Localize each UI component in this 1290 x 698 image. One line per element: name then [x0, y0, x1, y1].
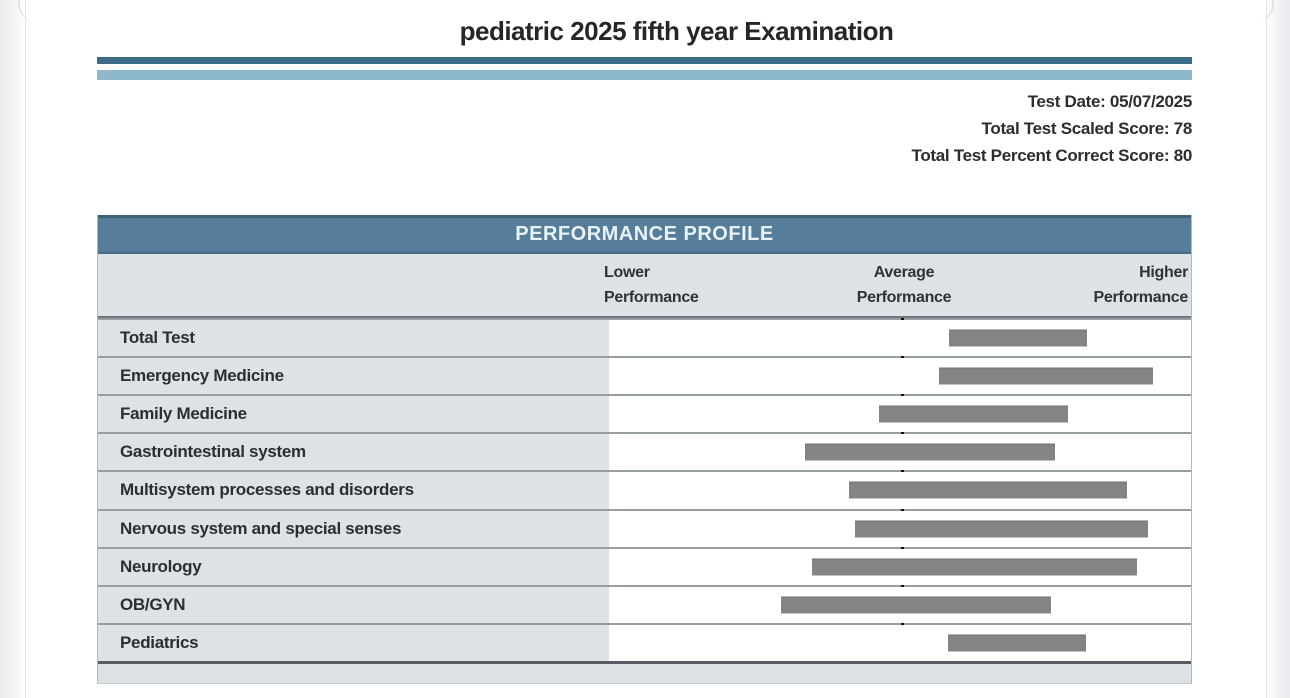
report-page: pediatric 2025 fifth year Examination Te…	[97, 0, 1192, 698]
row-plot-area	[609, 586, 1191, 623]
row-plot-area	[609, 548, 1191, 585]
column-header-average: Average Performance	[856, 264, 952, 306]
test-date: Test Date: 05/07/2025	[1027, 92, 1193, 111]
header-rule-dark	[97, 57, 1192, 64]
column-header-band: Lower Performance Average Performance Hi…	[98, 254, 1191, 318]
table-row: Nervous system and special senses	[98, 508, 1191, 547]
row-plot-area	[609, 434, 1191, 471]
table-footer-strip	[98, 664, 1191, 683]
table-row: Neurology	[98, 546, 1191, 585]
page-left-edge	[0, 0, 26, 698]
table-row: Multisystem processes and disorders	[98, 470, 1191, 509]
test-meta-block: Test Date: 05/07/2025 Total Test Scaled …	[97, 88, 1193, 169]
row-label: Total Test	[98, 320, 609, 357]
row-label: Nervous system and special senses	[98, 510, 609, 547]
row-label: Multisystem processes and disorders	[98, 472, 609, 509]
row-label: Emergency Medicine	[98, 358, 609, 395]
total-scaled-score: Total Test Scaled Score: 78	[981, 119, 1193, 138]
score-range-bar	[780, 596, 1051, 614]
score-range-bar	[947, 634, 1087, 652]
page-corner-top-left	[18, 0, 58, 22]
score-range-bar	[948, 329, 1088, 347]
row-label: OB/GYN	[98, 586, 609, 623]
row-label: Pediatrics	[98, 624, 609, 661]
row-label: Family Medicine	[98, 396, 609, 433]
table-row: Family Medicine	[98, 394, 1191, 433]
row-plot-area	[609, 624, 1191, 661]
profile-rows: Total Test Emergency Medicine Family Med…	[98, 318, 1191, 661]
header-rule-light	[97, 70, 1192, 80]
total-percent-correct: Total Test Percent Correct Score: 80	[911, 146, 1193, 165]
performance-profile-table: PERFORMANCE PROFILE Lower Performance Av…	[97, 215, 1192, 684]
performance-profile-header: PERFORMANCE PROFILE	[98, 215, 1191, 254]
page-right-edge	[1266, 0, 1290, 698]
table-row: Total Test	[98, 318, 1191, 357]
row-plot-area	[609, 358, 1191, 395]
score-range-bar	[804, 443, 1056, 461]
column-header-higher: Higher Performance	[1093, 264, 1188, 306]
row-label: Gastrointestinal system	[98, 434, 609, 471]
score-range-bar	[879, 405, 1069, 423]
row-plot-area	[609, 320, 1191, 357]
row-plot-area	[609, 472, 1191, 509]
score-range-bar	[938, 367, 1154, 385]
table-row: Gastrointestinal system	[98, 432, 1191, 471]
page-title: pediatric 2025 fifth year Examination	[459, 16, 894, 46]
table-bottom-border	[98, 661, 1191, 664]
score-range-bar	[855, 520, 1148, 538]
score-range-bar	[849, 481, 1127, 499]
table-row: Pediatrics	[98, 622, 1191, 661]
row-label: Neurology	[98, 548, 609, 585]
table-row: Emergency Medicine	[98, 356, 1191, 395]
row-plot-area	[609, 510, 1191, 547]
row-plot-area	[609, 396, 1191, 433]
column-header-lower: Lower Performance	[604, 264, 699, 306]
score-range-bar	[811, 558, 1138, 576]
table-row: OB/GYN	[98, 584, 1191, 623]
